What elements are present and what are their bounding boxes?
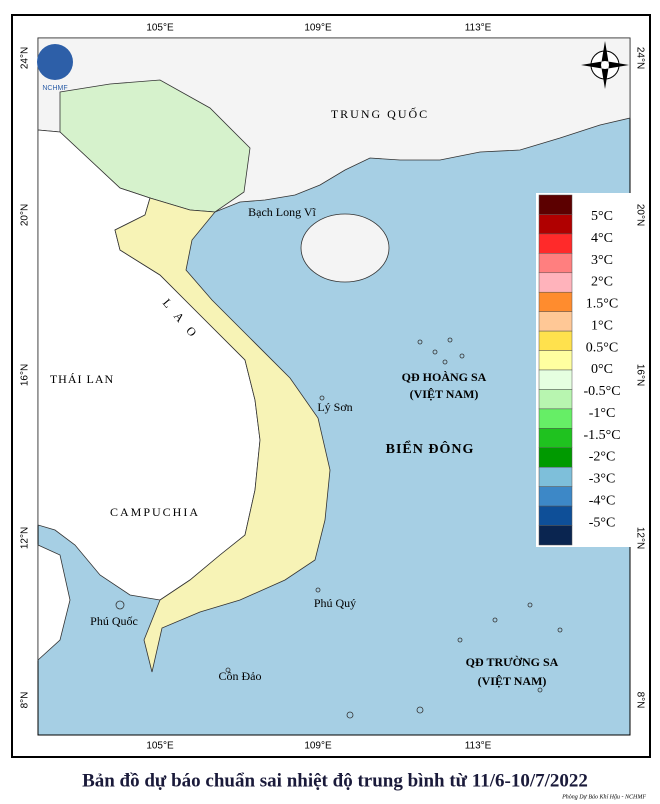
place-label: Côn Đảo bbox=[219, 669, 262, 683]
place-label: (VIỆT NAM) bbox=[478, 674, 547, 688]
peninsula bbox=[37, 544, 71, 661]
legend-swatch bbox=[538, 466, 573, 487]
legend-label: 1°C bbox=[591, 318, 613, 333]
lon-label: 105°E bbox=[146, 741, 174, 752]
place-label: TRUNG QUỐC bbox=[331, 106, 429, 121]
place-label: Bạch Long Vĩ bbox=[248, 205, 316, 219]
legend-label: -5°C bbox=[589, 515, 616, 530]
legend-label: -1°C bbox=[589, 406, 616, 421]
legend-label: -2°C bbox=[589, 450, 616, 465]
legend-swatch bbox=[538, 408, 573, 429]
legend-swatch bbox=[538, 253, 573, 274]
place-label: THÁI LAN bbox=[50, 372, 114, 386]
legend-swatch bbox=[538, 486, 573, 507]
legend-swatch bbox=[538, 311, 573, 332]
legend-label: -4°C bbox=[589, 493, 616, 508]
legend-swatch bbox=[538, 233, 573, 254]
credit: Phòng Dự Báo Khí Hậu - NCHMF bbox=[561, 794, 646, 800]
legend-swatch bbox=[538, 447, 573, 468]
legend-label: 3°C bbox=[591, 253, 613, 268]
legend-swatch bbox=[538, 291, 573, 312]
legend-swatch bbox=[538, 350, 573, 371]
central-south-vietnam bbox=[114, 197, 331, 673]
lat-label: 16°N bbox=[20, 364, 31, 386]
place-label: QĐ TRƯỜNG SA bbox=[466, 655, 559, 669]
lon-label: 113°E bbox=[465, 741, 492, 752]
lat-label: 8°N bbox=[20, 692, 31, 709]
lat-label: 20°N bbox=[20, 204, 31, 226]
logo: NCHMF bbox=[37, 44, 73, 92]
lat-label: 12°N bbox=[634, 527, 645, 549]
lat-label: 24°N bbox=[20, 47, 31, 69]
lat-label: 8°N bbox=[634, 692, 645, 709]
place-label: CAMPUCHIA bbox=[110, 505, 200, 519]
logo-text: NCHMF bbox=[42, 85, 67, 92]
lat-label: 16°N bbox=[634, 364, 645, 386]
legend-label: 4°C bbox=[591, 231, 613, 246]
legend-swatch bbox=[538, 389, 573, 410]
legend-swatch bbox=[538, 525, 573, 546]
place-label: QĐ HOÀNG SA bbox=[402, 370, 487, 384]
legend-swatch bbox=[538, 428, 573, 449]
logo-mark bbox=[37, 44, 73, 80]
legend-label: -1.5°C bbox=[583, 428, 620, 443]
legend-swatch bbox=[538, 214, 573, 235]
place-label: Phú Quý bbox=[314, 596, 356, 610]
legend-label: 1.5°C bbox=[586, 297, 618, 312]
lon-label: 109°E bbox=[304, 23, 332, 34]
lat-label: 24°N bbox=[634, 47, 645, 69]
legend-label: 0°C bbox=[591, 362, 613, 377]
legend-swatch bbox=[538, 505, 573, 526]
title: Bản đồ dự báo chuẩn sai nhiệt độ trung b… bbox=[82, 770, 588, 791]
place-label: (VIỆT NAM) bbox=[410, 387, 479, 401]
lon-label: 113°E bbox=[465, 23, 492, 34]
legend-swatch bbox=[538, 369, 573, 390]
place-label: Phú Quốc bbox=[90, 614, 138, 628]
legend-label: 5°C bbox=[591, 209, 613, 224]
legend-swatch bbox=[538, 194, 573, 215]
place-label: Lý Sơn bbox=[317, 400, 352, 414]
lon-label: 105°E bbox=[146, 23, 174, 34]
legend-label: -3°C bbox=[589, 472, 616, 487]
compass bbox=[581, 41, 629, 89]
islands bbox=[115, 337, 563, 719]
legend-swatch bbox=[538, 330, 573, 351]
lat-label: 12°N bbox=[20, 527, 31, 549]
place-label: BIỂN ĐÔNG bbox=[386, 439, 475, 457]
legend-label: 2°C bbox=[591, 275, 613, 290]
legend-label: -0.5°C bbox=[583, 384, 620, 399]
hainan bbox=[300, 213, 390, 283]
lat-label: 20°N bbox=[634, 204, 645, 226]
legend-label: 0.5°C bbox=[586, 340, 618, 355]
legend-swatch bbox=[538, 272, 573, 293]
lon-label: 109°E bbox=[304, 741, 332, 752]
